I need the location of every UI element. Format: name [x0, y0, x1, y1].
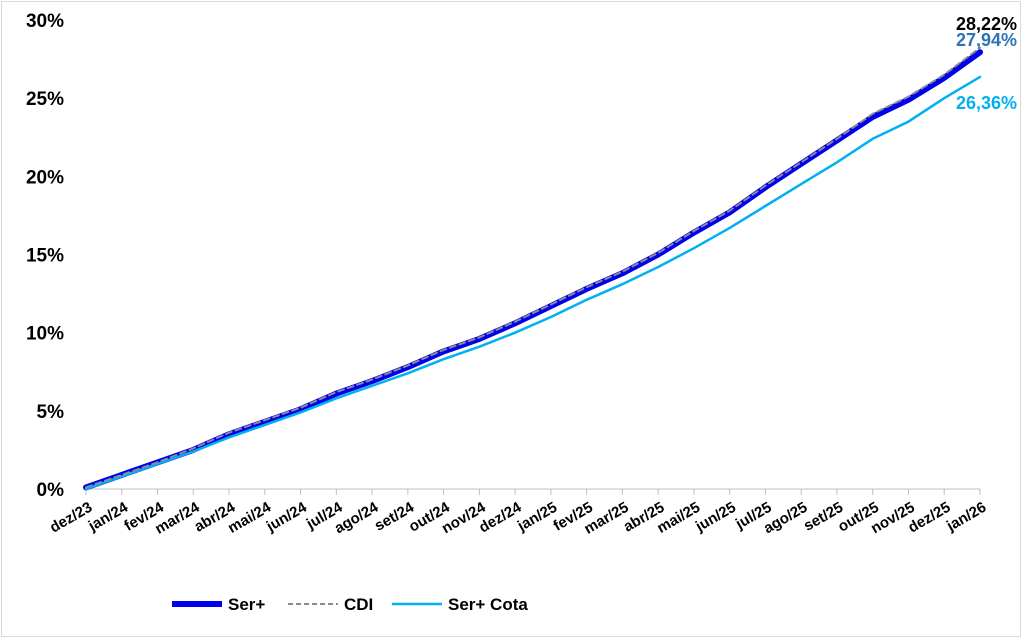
legend-label: Ser+: [228, 595, 265, 614]
y-tick-label: 10%: [26, 324, 64, 345]
legend-label: CDI: [344, 595, 373, 614]
legend-label: Ser+ Cota: [448, 595, 528, 614]
end-label-cdi: 28,22%: [956, 14, 1017, 34]
y-tick-label: 25%: [26, 89, 64, 110]
y-tick-label: 20%: [26, 167, 64, 188]
series-line-ser-cota: [84, 75, 982, 491]
end-label-ser-cota: 26,36%: [956, 93, 1017, 113]
y-tick-label: 30%: [26, 11, 64, 32]
x-tick-label: jan/24: [85, 498, 132, 535]
y-axis-ticks: 0% 5% 10% 15% 20% 25% 30%: [26, 11, 64, 501]
y-tick-label: 15%: [26, 246, 64, 267]
x-tick-label: jan/25: [514, 499, 560, 535]
x-tick-label: jun/25: [692, 499, 739, 536]
series-line-cdi: [85, 46, 981, 489]
series-layer: [83, 46, 983, 491]
end-labels: 28,22%27,94% 26,36%: [956, 14, 1017, 113]
x-tick-label: jan/26: [943, 499, 989, 535]
y-tick-label: 5%: [37, 402, 65, 423]
series-line-ser: [83, 49, 983, 491]
x-tick-label: jun/24: [263, 498, 310, 535]
x-axis-labels: dez/23jan/24fev/24mar/24abr/24mai/24jun/…: [47, 498, 989, 537]
end-label-ser: 27,94%: [956, 30, 1017, 50]
legend: Ser+ CDI Ser+ Cota: [172, 595, 528, 614]
x-axis-tickmarks: [85, 489, 981, 495]
y-tick-label: 0%: [37, 480, 65, 501]
